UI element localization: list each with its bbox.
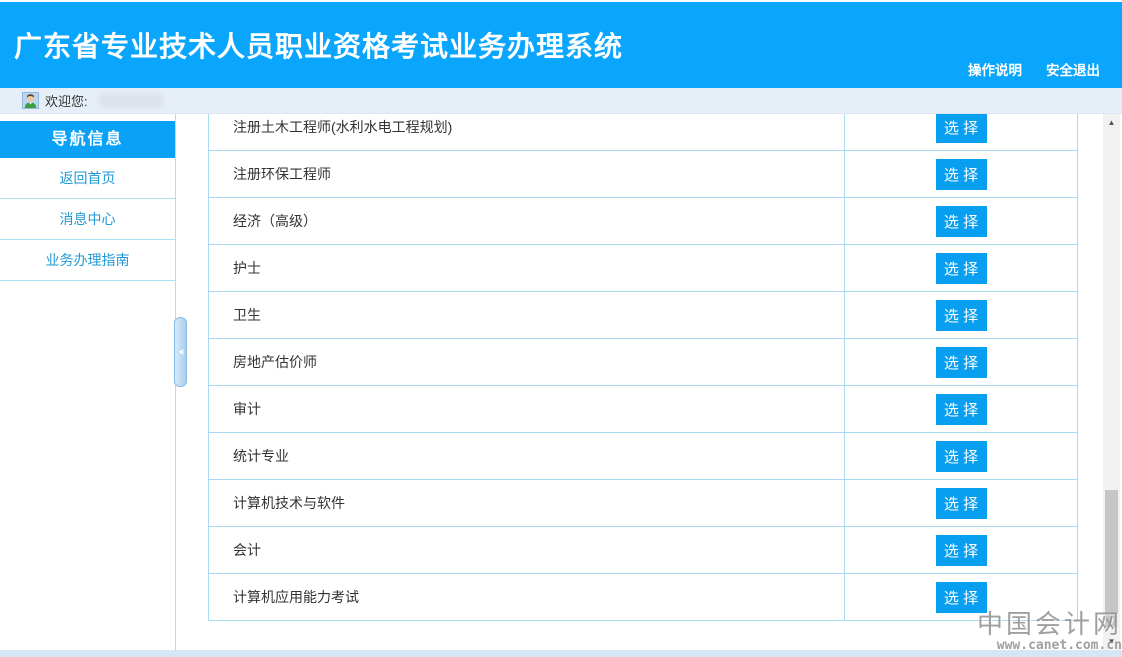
- select-button[interactable]: 选 择: [935, 440, 987, 472]
- table-row: 房地产估价师 选 择: [209, 339, 1077, 386]
- scroll-down-icon[interactable]: ▼: [1107, 637, 1116, 646]
- action-cell: 选 择: [845, 527, 1077, 573]
- vertical-scrollbar[interactable]: ▲ ▼: [1103, 114, 1120, 650]
- sidebar-item-guide[interactable]: 业务办理指南: [0, 240, 175, 281]
- exam-name: 经济（高级）: [209, 198, 845, 244]
- action-cell: 选 择: [845, 480, 1077, 526]
- exam-name: 会计: [209, 527, 845, 573]
- nav-panel: 导航信息 返回首页 消息中心 业务办理指南: [0, 121, 175, 281]
- select-button[interactable]: 选 择: [935, 158, 987, 190]
- select-button[interactable]: 选 择: [935, 299, 987, 331]
- safe-logout-link[interactable]: 安全退出: [1046, 63, 1100, 78]
- action-cell: 选 择: [845, 339, 1077, 385]
- exam-name: 注册土木工程师(水利水电工程规划): [209, 114, 845, 150]
- exam-name: 注册环保工程师: [209, 151, 845, 197]
- table-row: 经济（高级） 选 择: [209, 198, 1077, 245]
- content-area: 导航信息 返回首页 消息中心 业务办理指南 ◀ 注册土木工程师(水利水电工程规划…: [0, 114, 1122, 650]
- action-cell: 选 择: [845, 433, 1077, 479]
- table-row: 护士 选 择: [209, 245, 1077, 292]
- exam-table-viewport: 注册土木工程师(水利水电工程规划) 选 择 注册环保工程师 选 择 经济（高级）…: [208, 114, 1078, 650]
- select-button[interactable]: 选 择: [935, 393, 987, 425]
- select-button[interactable]: 选 择: [935, 114, 987, 143]
- table-row: 计算机应用能力考试 选 择: [209, 574, 1077, 621]
- chevron-left-icon: ◀: [177, 347, 184, 356]
- sidebar: 导航信息 返回首页 消息中心 业务办理指南: [0, 114, 176, 650]
- select-button[interactable]: 选 择: [935, 252, 987, 284]
- scroll-up-icon[interactable]: ▲: [1107, 118, 1116, 127]
- exam-name: 计算机应用能力考试: [209, 574, 845, 620]
- table-row: 卫生 选 择: [209, 292, 1077, 339]
- table-row: 审计 选 择: [209, 386, 1077, 433]
- exam-name: 房地产估价师: [209, 339, 845, 385]
- action-cell: 选 择: [845, 114, 1077, 150]
- bottom-strip: [0, 650, 1122, 657]
- page-title: 广东省专业技术人员职业资格考试业务办理系统: [14, 31, 624, 62]
- action-cell: 选 择: [845, 245, 1077, 291]
- table-row: 注册环保工程师 选 择: [209, 151, 1077, 198]
- action-cell: 选 择: [845, 151, 1077, 197]
- welcome-bar: 欢迎您:: [0, 88, 1122, 114]
- sidebar-item-home[interactable]: 返回首页: [0, 158, 175, 199]
- select-button[interactable]: 选 择: [935, 346, 987, 378]
- action-cell: 选 择: [845, 198, 1077, 244]
- redacted-username: [97, 93, 164, 108]
- header-links: 操作说明 安全退出: [968, 59, 1100, 79]
- table-row: 注册土木工程师(水利水电工程规划) 选 择: [209, 114, 1077, 151]
- operation-guide-link[interactable]: 操作说明: [968, 63, 1022, 78]
- select-button[interactable]: 选 择: [935, 487, 987, 519]
- sidebar-collapse-handle[interactable]: ◀: [174, 317, 187, 387]
- app-header: 广东省专业技术人员职业资格考试业务办理系统 操作说明 安全退出: [0, 2, 1122, 88]
- select-button[interactable]: 选 择: [935, 205, 987, 237]
- action-cell: 选 择: [845, 292, 1077, 338]
- exam-name: 审计: [209, 386, 845, 432]
- exam-table: 注册土木工程师(水利水电工程规划) 选 择 注册环保工程师 选 择 经济（高级）…: [208, 114, 1078, 621]
- table-row: 会计 选 择: [209, 527, 1077, 574]
- welcome-greeting: 欢迎您:: [45, 94, 88, 109]
- exam-name: 卫生: [209, 292, 845, 338]
- select-button[interactable]: 选 择: [935, 581, 987, 613]
- action-cell: 选 择: [845, 574, 1077, 620]
- exam-name: 计算机技术与软件: [209, 480, 845, 526]
- action-cell: 选 择: [845, 386, 1077, 432]
- select-button[interactable]: 选 择: [935, 534, 987, 566]
- sidebar-item-messages[interactable]: 消息中心: [0, 199, 175, 240]
- exam-name: 护士: [209, 245, 845, 291]
- scrollbar-thumb[interactable]: [1105, 490, 1118, 627]
- user-avatar-icon: [22, 92, 39, 109]
- exam-name: 统计专业: [209, 433, 845, 479]
- table-row: 统计专业 选 择: [209, 433, 1077, 480]
- table-row: 计算机技术与软件 选 择: [209, 480, 1077, 527]
- nav-panel-title: 导航信息: [0, 121, 175, 158]
